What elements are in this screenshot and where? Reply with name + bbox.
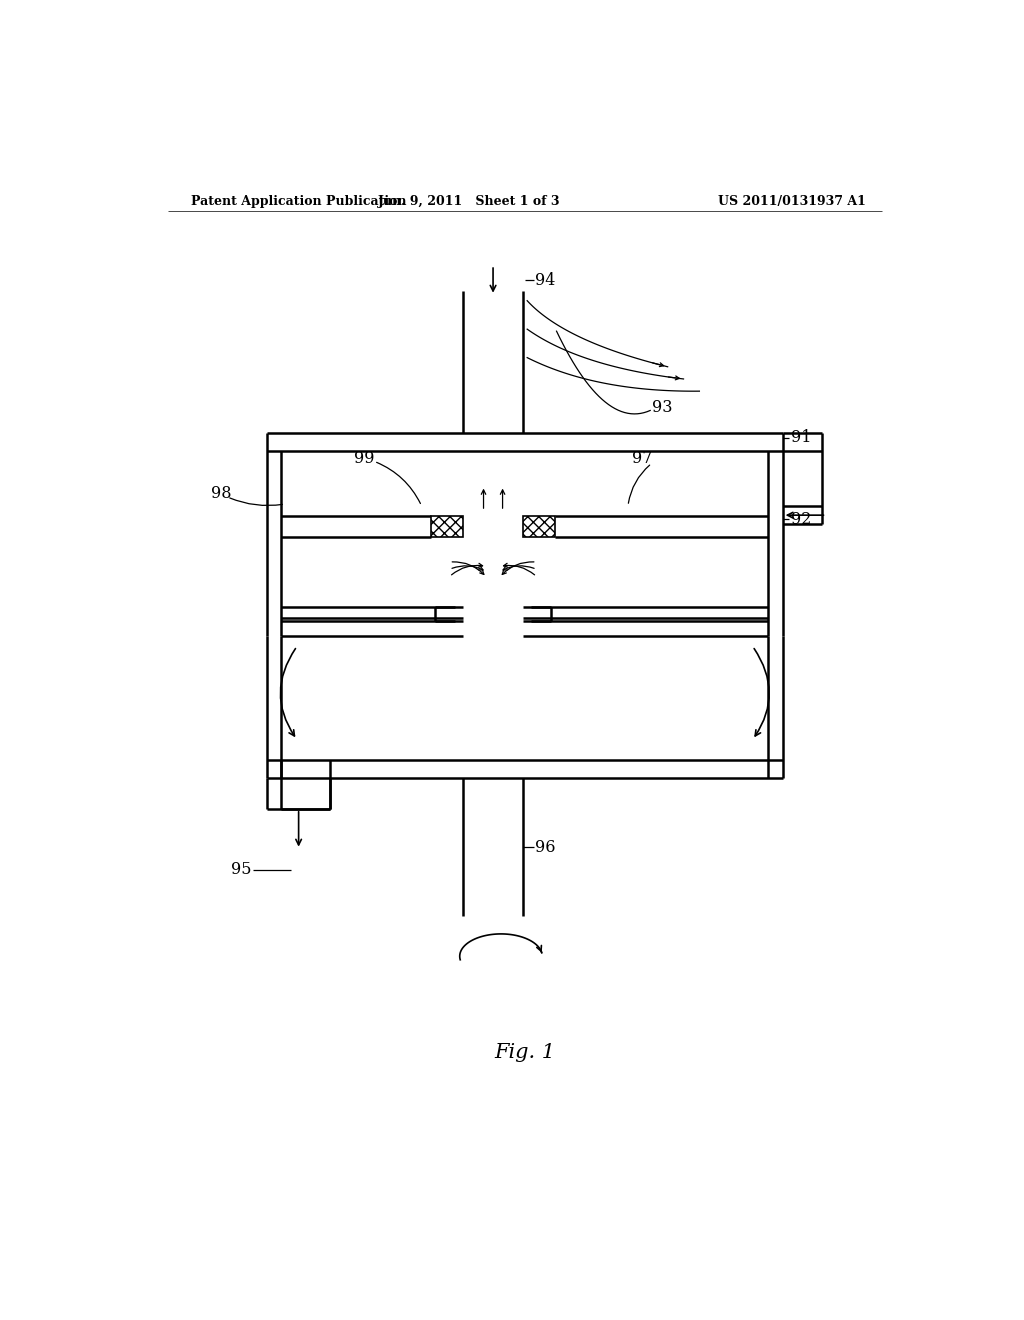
Bar [431,516,463,536]
Text: 91: 91 [791,429,811,446]
Text: US 2011/0131937 A1: US 2011/0131937 A1 [718,195,866,209]
Text: 95: 95 [230,862,251,878]
Text: 94: 94 [536,272,555,289]
Text: 99: 99 [354,450,375,467]
Text: 98: 98 [211,486,231,503]
Text: Jun. 9, 2011   Sheet 1 of 3: Jun. 9, 2011 Sheet 1 of 3 [378,195,560,209]
Text: Fig. 1: Fig. 1 [495,1043,555,1061]
Text: 93: 93 [652,399,673,416]
Text: 96: 96 [536,838,556,855]
Text: 97: 97 [632,450,652,467]
Bar [523,516,555,536]
Text: Patent Application Publication: Patent Application Publication [191,195,407,209]
Text: 92: 92 [791,511,811,528]
